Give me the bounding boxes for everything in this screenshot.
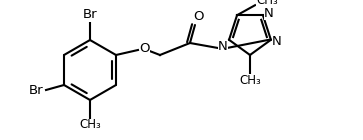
Text: CH₃: CH₃ xyxy=(79,118,101,131)
Text: Br: Br xyxy=(29,83,43,96)
Text: CH₃: CH₃ xyxy=(256,0,278,7)
Text: CH₃: CH₃ xyxy=(239,74,261,87)
Text: N: N xyxy=(272,35,282,48)
Text: O: O xyxy=(140,41,150,54)
Text: N: N xyxy=(218,39,228,52)
Text: N: N xyxy=(264,7,274,20)
Text: O: O xyxy=(194,10,204,24)
Text: Br: Br xyxy=(83,9,97,22)
